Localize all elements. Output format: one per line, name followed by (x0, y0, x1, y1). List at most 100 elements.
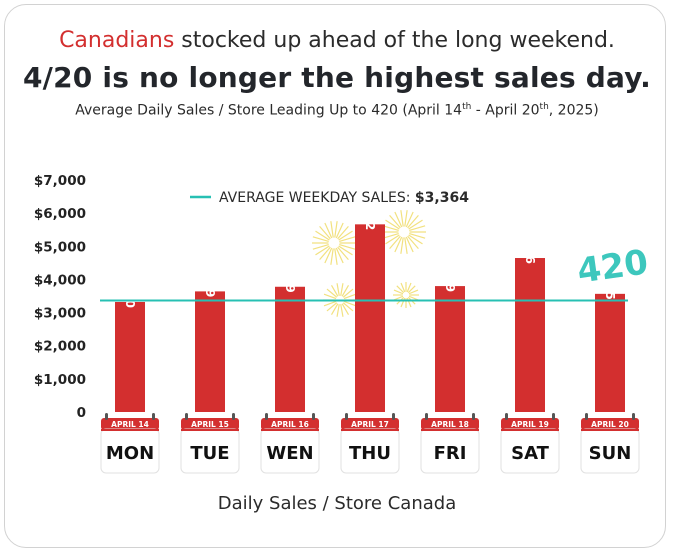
firework-ray (405, 211, 414, 228)
calendar-ring (105, 413, 108, 420)
firework-ray (324, 247, 333, 264)
firework-ray (394, 211, 403, 228)
firework-ray (409, 232, 426, 239)
calendar-tab (261, 418, 319, 430)
firework-ray (324, 222, 333, 239)
calendar-tab (101, 418, 159, 430)
calendar-ring (265, 413, 268, 420)
firework-ray (338, 245, 353, 256)
calendar-ring (312, 413, 315, 420)
firework-ray (334, 221, 338, 238)
calendar-ring (552, 413, 555, 420)
firework-ray (340, 283, 344, 296)
bar-value-label: $3,639 (203, 251, 217, 297)
date-label: APRIL 14 (111, 420, 149, 429)
date-label: APRIL 15 (191, 420, 229, 429)
firework-ray (336, 283, 340, 296)
firework-ray (335, 222, 344, 239)
bar-fri (435, 286, 465, 412)
bar-wen (275, 286, 305, 412)
firework-ray (341, 303, 350, 316)
subtitle-part: - April 20 (471, 102, 540, 119)
firework-ray (335, 247, 344, 264)
day-label: TUE (190, 443, 229, 464)
firework-ray (337, 246, 349, 261)
firework-ray (343, 293, 357, 300)
bar-value-label: $3,565 (603, 254, 617, 300)
x-axis-footer-label: Daily Sales / Store Canada (217, 493, 457, 514)
y-tick-label: $2,000 (34, 339, 86, 355)
firework-ray (400, 237, 404, 254)
firework-ray (342, 288, 354, 298)
firework-ray (323, 300, 337, 307)
date-label: APRIL 16 (271, 420, 309, 429)
bar-value-label: $5,662 (363, 184, 377, 230)
date-label: APRIL 17 (351, 420, 389, 429)
firework-ray (405, 236, 414, 253)
firework-ray (406, 282, 412, 293)
firework-ray (337, 225, 349, 240)
date-label: APRIL 19 (511, 420, 549, 429)
firework-ray (389, 235, 401, 250)
firework-ray (334, 248, 338, 265)
calendar-ring (185, 413, 188, 420)
firework-ray (394, 236, 403, 253)
firework-ray (407, 214, 419, 229)
logo-420-icon: 420 (575, 242, 651, 291)
bar-value-label: $3,320 (123, 262, 137, 308)
firework-ray (315, 245, 330, 256)
firework-ray (407, 235, 419, 250)
firework-ray (385, 219, 400, 230)
firework-ray (393, 295, 404, 301)
y-tick-label: $7,000 (34, 173, 86, 189)
bar-tue (195, 291, 225, 412)
firework-ray (315, 230, 330, 241)
firework-ray (408, 234, 423, 245)
y-tick-label: $4,000 (34, 272, 86, 288)
calendar-ring (472, 413, 475, 420)
bar-value-label: $3,799 (443, 246, 457, 292)
calendar-tab (501, 418, 559, 430)
calendar-ring (585, 413, 588, 420)
bar-value-label: $4,646 (523, 218, 537, 264)
y-tick-label: 0 (77, 405, 86, 421)
headline-highlight: Canadians (59, 28, 175, 53)
subtitle-part: , 2025) (548, 102, 599, 119)
y-tick-label: $6,000 (34, 206, 86, 222)
legend-average-value: $3,364 (415, 190, 469, 206)
firework-ray (408, 289, 419, 295)
firework-ray (341, 284, 350, 297)
firework-ray (342, 302, 354, 312)
calendar-tab (181, 418, 239, 430)
calendar-ring (152, 413, 155, 420)
calendar-ring (505, 413, 508, 420)
subtitle-part: Average Daily Sales / Store Leading Up t… (75, 102, 463, 119)
firework-ray (382, 225, 399, 232)
calendar-ring (232, 413, 235, 420)
firework-ray (339, 243, 356, 250)
firework-ray (382, 232, 399, 239)
date-label: APRIL 18 (431, 420, 469, 429)
calendar-tab (341, 418, 399, 430)
firework-ray (385, 234, 400, 245)
firework-ray (312, 236, 329, 243)
firework-ray (409, 225, 426, 232)
firework-ray (338, 230, 353, 241)
calendar-ring (632, 413, 635, 420)
bar-mon (115, 301, 145, 412)
legend-average-text: AVERAGE WEEKDAY SALES: (219, 190, 415, 206)
firework-ray (400, 282, 406, 293)
subtitle-sup: th (462, 102, 472, 112)
firework-ray (393, 289, 404, 295)
subtitle-sup: th (539, 102, 549, 112)
day-label: MON (106, 443, 154, 464)
calendar-ring (425, 413, 428, 420)
firework-ray (330, 284, 339, 297)
firework-ray (340, 304, 344, 317)
firework-ray (326, 302, 338, 312)
date-label: APRIL 20 (591, 420, 629, 429)
day-label: THU (349, 443, 391, 464)
firework-ray (389, 214, 401, 229)
day-label: FRI (434, 443, 467, 464)
